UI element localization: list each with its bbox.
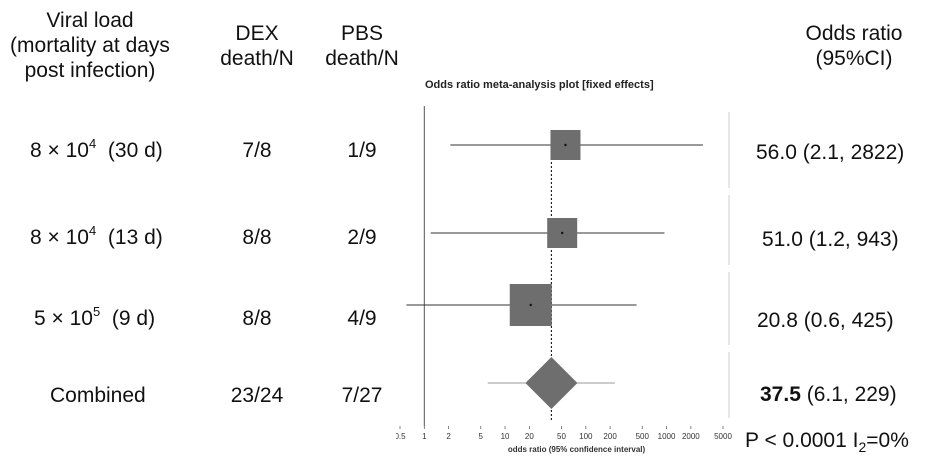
row-combined-dex: 23/24 bbox=[230, 384, 284, 407]
x-tick-label-9: 200 bbox=[603, 432, 617, 441]
row-2-mantissa: 8 × 10 bbox=[30, 226, 89, 249]
row-2-pbs: 2/9 bbox=[347, 226, 377, 249]
study-2-point bbox=[560, 231, 564, 235]
stats-line: P < 0.0001 I2=0% bbox=[745, 428, 909, 454]
header-viral-load-line1: Viral load bbox=[46, 9, 134, 32]
row-2-exponent: 4 bbox=[88, 223, 97, 238]
header-odds-ratio-line2: (95%CI) bbox=[815, 47, 893, 70]
row-combined-or-ci: (6.1, 229) bbox=[806, 383, 897, 406]
row-3-mantissa: 5 × 10 bbox=[34, 307, 93, 330]
x-tick-label-1: 0.5 bbox=[396, 432, 406, 441]
x-tick-label-5: 10 bbox=[501, 432, 510, 441]
row-1-mantissa: 8 × 10 bbox=[30, 139, 89, 162]
row-combined-or-value: 37.5 bbox=[760, 383, 801, 406]
header-dex-line2: death/N bbox=[220, 47, 294, 70]
row-2-odds-ratio: 51.0 (1.2, 943) bbox=[762, 227, 899, 253]
plot-title: Odds ratio meta-analysis plot [fixed eff… bbox=[425, 79, 654, 91]
header-pbs: PBS death/N bbox=[317, 21, 407, 71]
header-viral-load: Viral load (mortality at days post infec… bbox=[0, 8, 180, 83]
header-dex: DEX death/N bbox=[212, 21, 302, 71]
row-3-or-ci: (0.6, 425) bbox=[803, 309, 894, 332]
row-2-dex: 8/8 bbox=[242, 226, 272, 249]
forest-plot: 0.5 1 2 5 10 20 50 100 200 500 1000 2000 5000 odds ra… bbox=[396, 106, 732, 454]
x-tick-label-6: 20 bbox=[525, 432, 534, 441]
row-combined-pbs: 7/27 bbox=[341, 384, 383, 407]
row-combined-label: Combined bbox=[50, 384, 146, 407]
row-1-odds-ratio: 56.0 (2.1, 2822) bbox=[756, 140, 904, 166]
header-viral-load-line3: post infection) bbox=[24, 59, 156, 82]
row-1-exponent: 4 bbox=[88, 136, 97, 151]
row-2-or-value: 51.0 bbox=[762, 228, 803, 251]
x-tick-label-7: 50 bbox=[557, 432, 566, 441]
i-squared-value: =0% bbox=[866, 429, 909, 452]
x-tick-label-4: 5 bbox=[479, 432, 484, 441]
header-pbs-line1: PBS bbox=[340, 22, 384, 45]
study-1-point bbox=[564, 143, 567, 147]
x-tick-label-2: 1 bbox=[422, 432, 427, 441]
x-axis-label: odds ratio (95% confidence interval) bbox=[508, 445, 646, 454]
x-tick-label-13: 5000 bbox=[714, 432, 732, 441]
header-pbs-line2: death/N bbox=[325, 47, 399, 70]
row-2-viral-load: 8 × 104 (13 d) bbox=[30, 223, 163, 251]
row-combined-odds-ratio: 37.5 (6.1, 229) bbox=[760, 382, 897, 408]
row-1-days: (30 d) bbox=[107, 139, 163, 162]
x-tick-label-10: 500 bbox=[636, 432, 650, 441]
row-3-dex: 8/8 bbox=[242, 307, 272, 330]
row-1-or-value: 56.0 bbox=[756, 141, 797, 164]
row-2-days: (13 d) bbox=[107, 226, 163, 249]
row-1-pbs: 1/9 bbox=[347, 139, 377, 162]
row-1-or-ci: (2.1, 2822) bbox=[802, 141, 905, 164]
row-3-viral-load: 5 × 105 (9 d) bbox=[34, 304, 156, 332]
header-odds-ratio: Odds ratio (95%CI) bbox=[774, 21, 934, 71]
row-1-dex: 7/8 bbox=[242, 139, 272, 162]
header-odds-ratio-line1: Odds ratio bbox=[805, 22, 903, 45]
row-3-pbs: 4/9 bbox=[347, 307, 377, 330]
pooled-diamond bbox=[525, 357, 578, 409]
x-tick-label-11: 1000 bbox=[658, 432, 676, 441]
row-3-odds-ratio: 20.8 (0.6, 425) bbox=[757, 308, 894, 334]
header-dex-line1: DEX bbox=[235, 22, 279, 45]
row-3-or-value: 20.8 bbox=[757, 309, 798, 332]
row-3-exponent: 5 bbox=[92, 304, 101, 319]
study-3-point bbox=[529, 303, 532, 307]
x-tick-label-8: 100 bbox=[579, 432, 593, 441]
p-value-text: P < 0.0001 I bbox=[745, 429, 859, 452]
x-tick-label-3: 2 bbox=[446, 432, 451, 441]
header-viral-load-line2: (mortality at days bbox=[10, 34, 170, 57]
i-squared-subscript: 2 bbox=[858, 439, 867, 455]
row-1-viral-load: 8 × 104 (30 d) bbox=[30, 136, 163, 164]
row-2-or-ci: (1.2, 943) bbox=[808, 228, 899, 251]
row-3-days: (9 d) bbox=[111, 307, 156, 330]
x-tick-label-12: 2000 bbox=[682, 432, 700, 441]
